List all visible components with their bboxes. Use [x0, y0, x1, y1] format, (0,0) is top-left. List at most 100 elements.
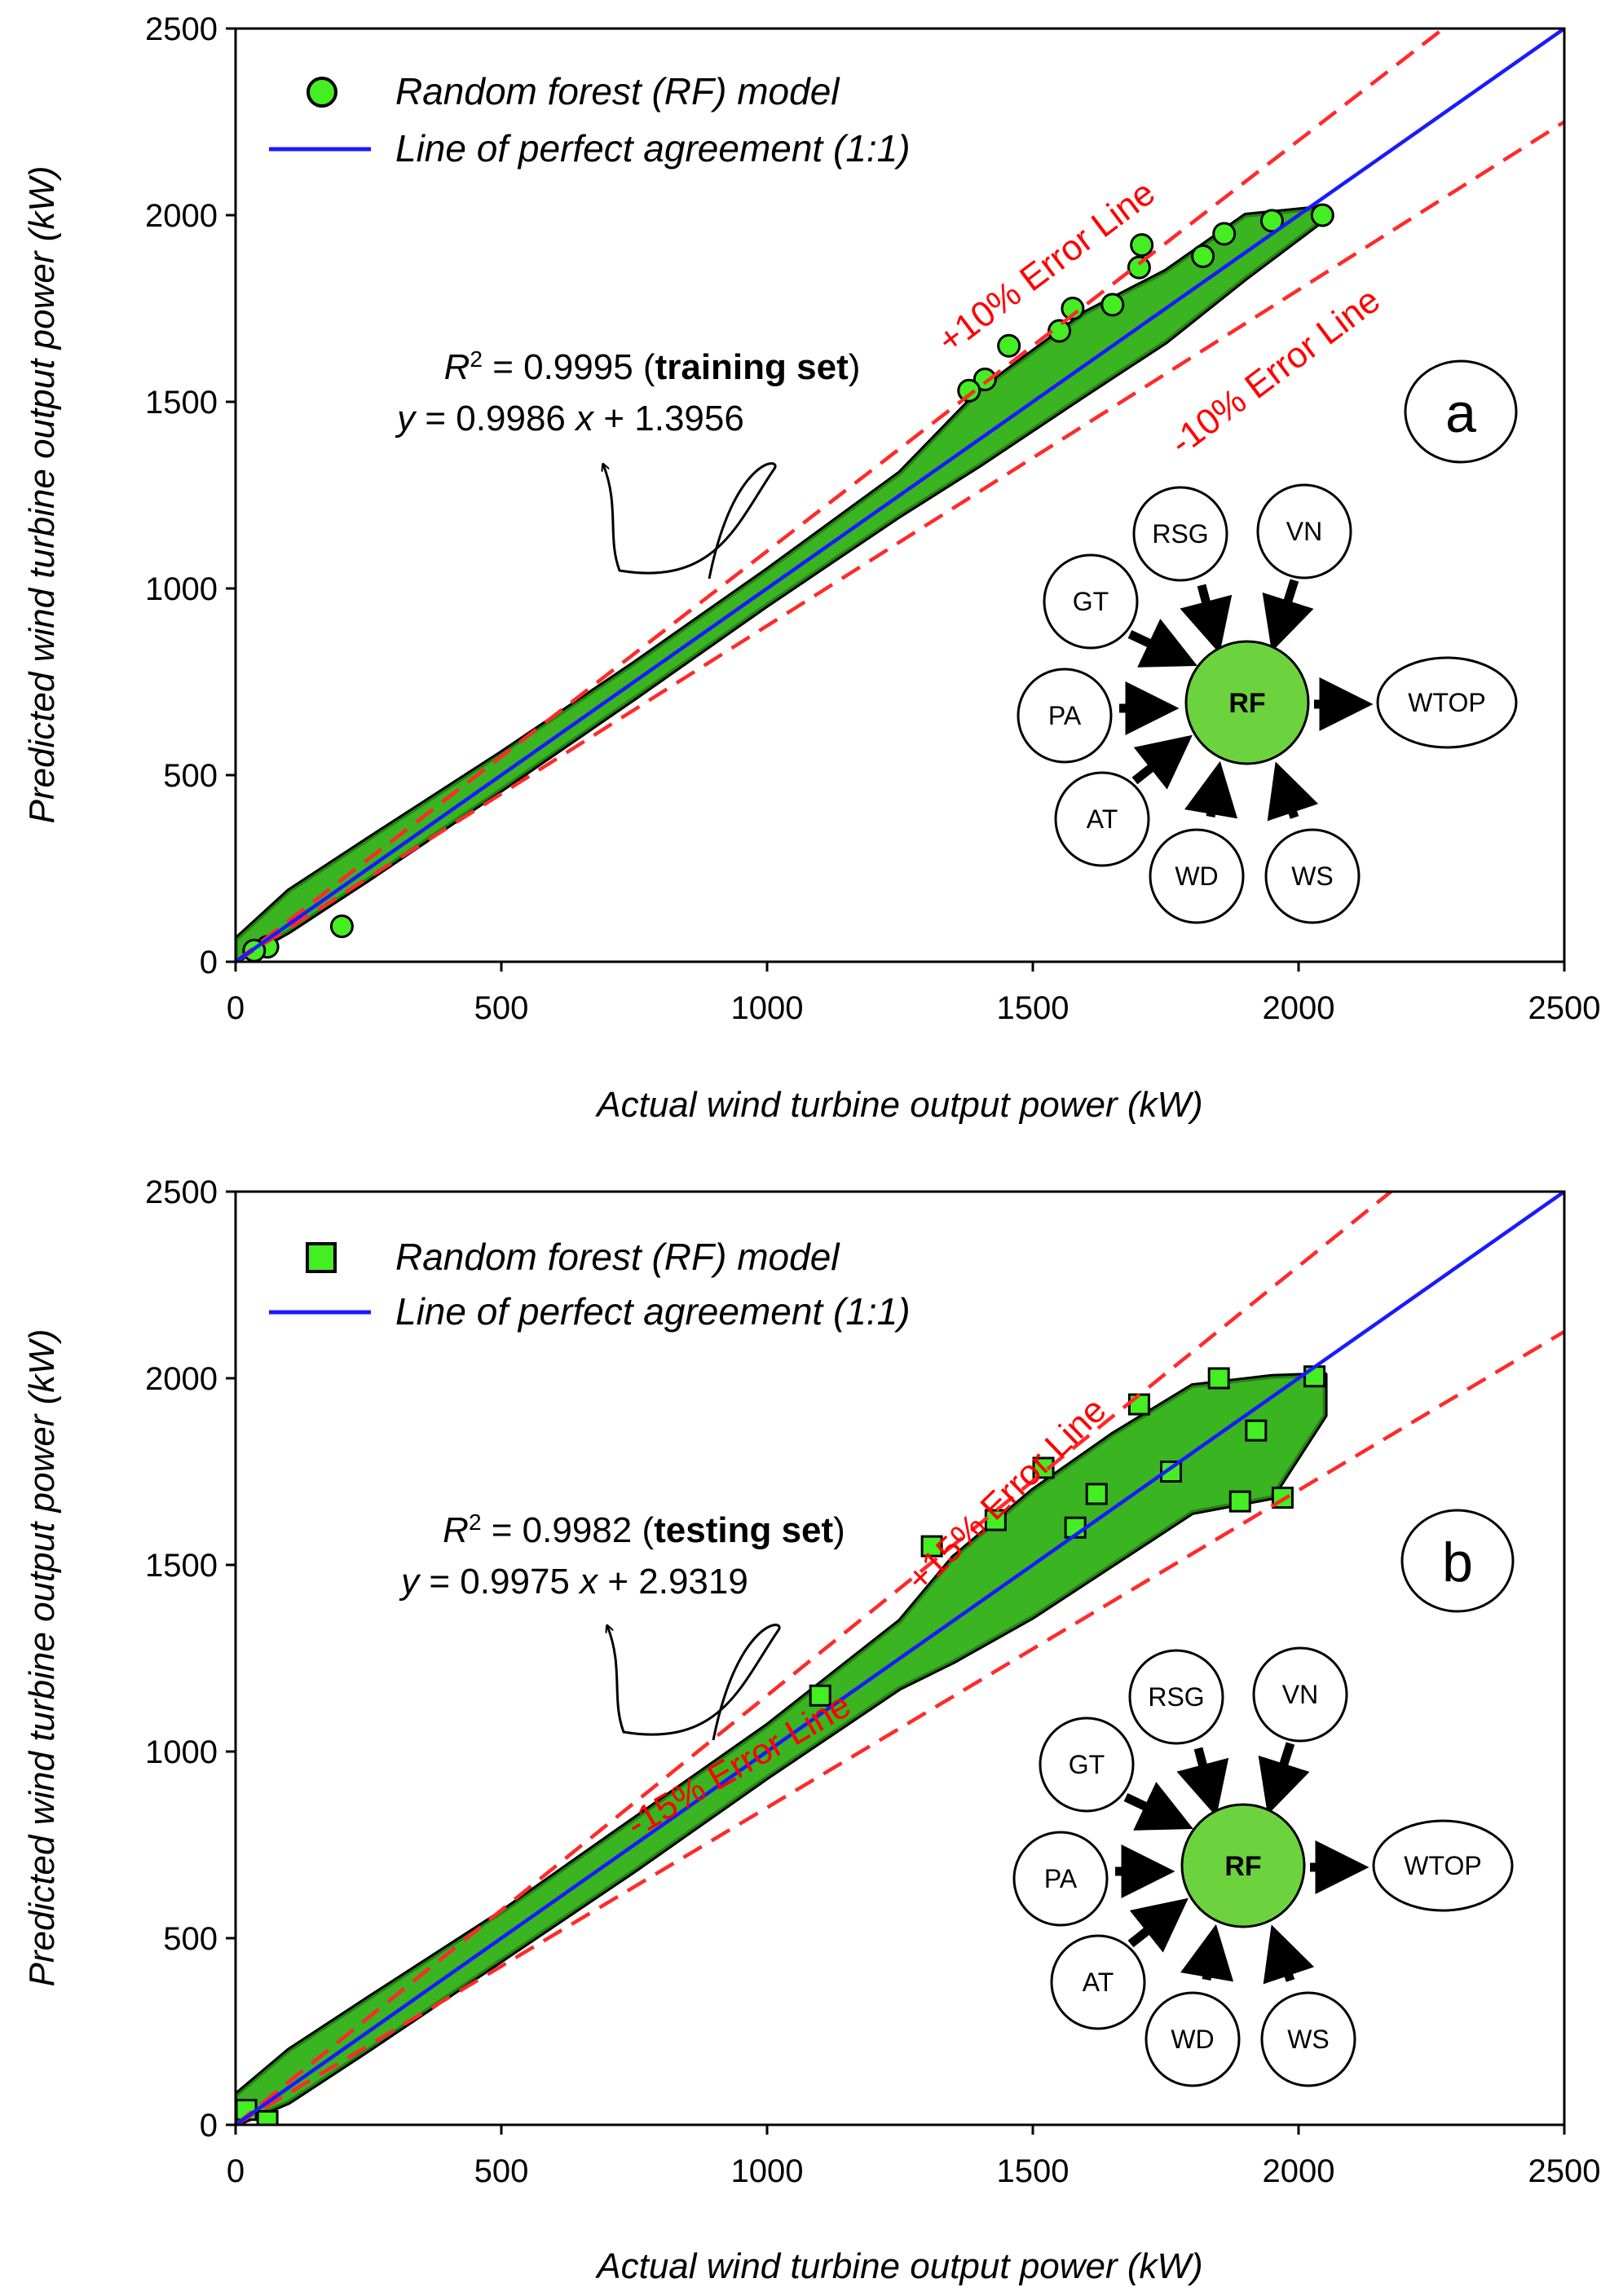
legend-line-label-a: Line of perfect agreement (1:1) [395, 127, 911, 170]
y-tick-label: 1000 [145, 1734, 218, 1770]
diagram-node-pa-a: PA [1017, 668, 1113, 764]
diagram-node-wd-a: WD [1149, 828, 1245, 924]
y-tick-label: 1000 [145, 571, 218, 607]
svg-text:y = 0.9986 x + 1.3956: y = 0.9986 x + 1.3956 [395, 399, 744, 438]
svg-text:WD: WD [1171, 2025, 1214, 2054]
eq-mid-b: = 0.9975 [419, 1562, 580, 1602]
eq-y-b: y [399, 1562, 421, 1602]
x-tick-label: 2500 [1528, 990, 1601, 1026]
data-point-a [1047, 319, 1072, 343]
y-tick-label: 1500 [145, 385, 218, 421]
stats-annotation-a: R2 = 0.9995 (training set) y = 0.9986 x … [395, 346, 860, 580]
svg-text:y = 0.9975 x + 2.9319: y = 0.9975 x + 2.9319 [399, 1562, 748, 1602]
x-tick-label: 2500 [1528, 2153, 1601, 2189]
svg-text:R2 = 0.9995 (training set): R2 = 0.9995 (training set) [444, 346, 861, 388]
x-tick-label: 0 [227, 990, 245, 1026]
legend-marker-circle-a [307, 77, 337, 108]
svg-text:VN: VN [1282, 1680, 1318, 1709]
r2-symbol-a: R [444, 347, 470, 387]
svg-text:PA: PA [1044, 1864, 1078, 1893]
svg-text:AT: AT [1087, 804, 1118, 834]
panel-label-b: b [1400, 1509, 1515, 1613]
data-point-a [997, 333, 1021, 358]
x-tick-label: 1500 [997, 2153, 1070, 2189]
y-tick-label: 500 [163, 758, 218, 794]
x-tick-label: 1000 [731, 2153, 804, 2189]
data-point-a [1061, 297, 1085, 320]
data-envelope-b [236, 1365, 1328, 2125]
svg-text:WTOP: WTOP [1404, 1851, 1481, 1880]
y-axis-ticks-b: 0 500 1000 1500 2000 2500 [145, 1174, 236, 2144]
r2-value-b: = 0.9982 ( [482, 1510, 655, 1550]
diagram-node-at-b: AT [1050, 1934, 1146, 2030]
eq-tail-a: + 1.3956 [593, 399, 744, 438]
diagram-node-rf-a: RF [1184, 640, 1310, 765]
data-point-a [1259, 209, 1284, 233]
eq-x-b: x [578, 1562, 599, 1602]
legend-a: Random forest (RF) model Line of perfect… [269, 70, 911, 170]
data-point-b [1303, 1365, 1326, 1388]
set-label-a: training set [655, 347, 849, 387]
x-axis-ticks-a: 0 500 1000 1500 2000 2500 [227, 962, 1601, 1026]
x-axis-title-a: Actual wind turbine output power (kW) [594, 1085, 1202, 1125]
plot-frame-b [234, 1190, 1566, 2126]
diagram-node-pa-b: PA [1012, 1831, 1109, 1927]
svg-text:RF: RF [1228, 688, 1265, 719]
perfect-agreement-line-b [236, 1192, 1564, 2125]
svg-text:RSG: RSG [1152, 519, 1208, 549]
diagram-node-ws-a: WS [1264, 828, 1361, 924]
data-point-a [329, 914, 354, 938]
legend-scatter-label-a: Random forest (RF) model [395, 70, 840, 112]
diagram-node-rsg-b: RSG [1128, 1649, 1224, 1745]
y-tick-label: 0 [200, 2108, 218, 2144]
data-point-b [1245, 1419, 1268, 1442]
diagram-node-vn-b: VN [1252, 1646, 1348, 1743]
svg-text:RF: RF [1224, 1851, 1261, 1882]
svg-text:WS: WS [1291, 862, 1334, 891]
data-point-b [1160, 1461, 1183, 1483]
svg-text:WTOP: WTOP [1408, 688, 1485, 717]
eq-tail-b: + 2.9319 [598, 1562, 748, 1602]
data-point-a [957, 378, 981, 403]
legend-scatter-label-b: Random forest (RF) model [395, 1236, 840, 1278]
y-tick-label: 2500 [145, 11, 218, 47]
plot-frame-a [234, 27, 1566, 963]
data-point-b [1085, 1483, 1108, 1505]
data-point-a [972, 368, 997, 392]
wavy-pointer-b [607, 1625, 781, 1741]
legend-marker-square-b [306, 1242, 337, 1273]
svg-text:PA: PA [1048, 701, 1082, 730]
y-tick-label: 500 [163, 1921, 218, 1957]
eq-y-a: y [395, 399, 417, 438]
diagram-node-rsg-a: RSG [1132, 486, 1228, 582]
y-tick-label: 1500 [145, 1548, 218, 1584]
input-diagram-b: GT RSG VN PA AT WD WS RF WTOP [1012, 1646, 1514, 2087]
svg-text:GT: GT [1073, 587, 1109, 616]
y-tick-label: 2500 [145, 1174, 218, 1210]
lower-error-line-b [236, 1329, 1564, 2125]
y-axis-title-b: Predicted wind turbine output power (kW) [22, 1329, 62, 1986]
data-point-a [1310, 203, 1334, 227]
legend-line-label-b: Line of perfect agreement (1:1) [395, 1290, 911, 1333]
scatter-cloud-inner-b [236, 1374, 1325, 2125]
y-tick-label: 2000 [145, 198, 218, 234]
panel-label-a: a [1404, 359, 1518, 464]
data-point-b [1127, 1393, 1150, 1416]
r2-close-a: ) [849, 347, 861, 387]
r2-superscript-a: 2 [470, 346, 483, 372]
svg-text:GT: GT [1069, 1750, 1105, 1779]
r2-close-b: ) [833, 1510, 845, 1550]
diagram-node-wtop-b: WTOP [1372, 1819, 1514, 1912]
lower-error-line-a [236, 120, 1564, 962]
y-tick-label: 2000 [145, 1361, 218, 1397]
svg-text:R2 = 0.9982 (testing set): R2 = 0.9982 (testing set) [443, 1509, 845, 1551]
panel-letter-b: b [1442, 1531, 1473, 1593]
x-tick-label: 1000 [731, 990, 804, 1026]
y-tick-label: 0 [200, 945, 218, 981]
panel-b: 0 500 1000 1500 2000 2500 0 500 1000 1500 2000 250… [22, 1174, 1601, 2286]
svg-text:WS: WS [1287, 2025, 1330, 2054]
legend-b: Random forest (RF) model Line of perfect… [269, 1236, 911, 1333]
eq-x-a: x [574, 399, 595, 438]
diagram-node-wd-b: WD [1144, 1991, 1241, 2087]
